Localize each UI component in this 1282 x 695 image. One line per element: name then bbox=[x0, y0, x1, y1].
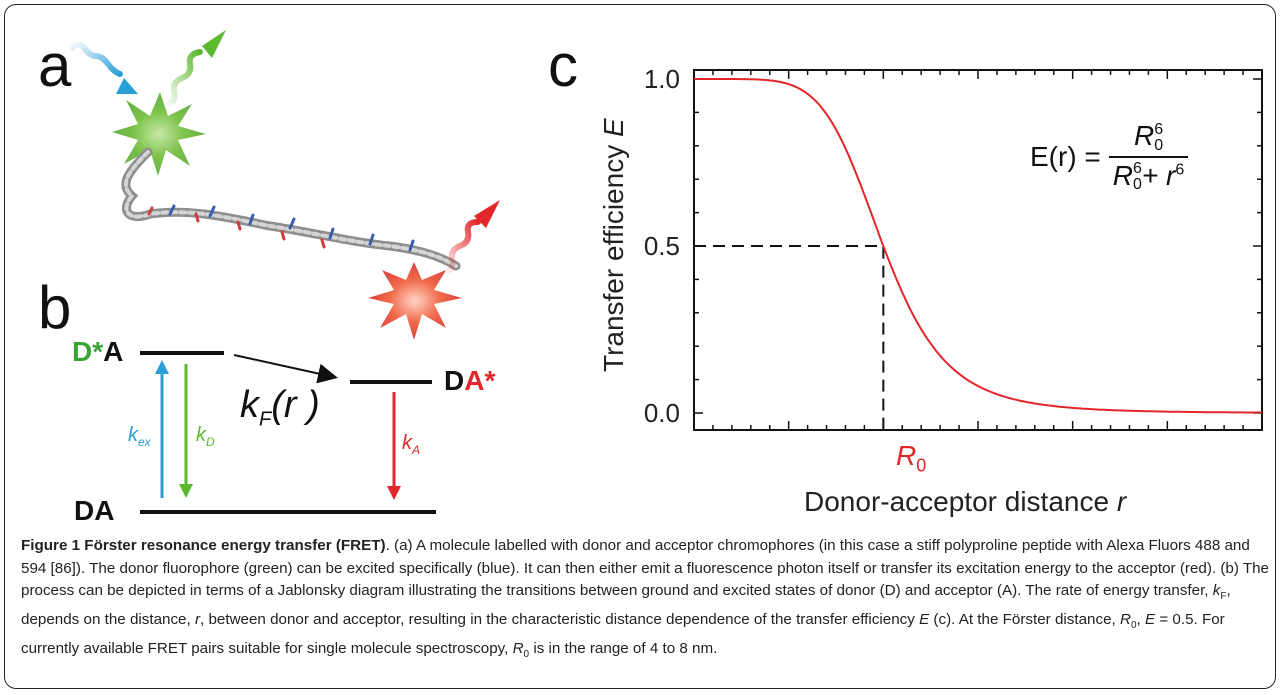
acceptor-fluorophore-icon bbox=[368, 262, 462, 340]
y-axis-title: Transfer efficiency E bbox=[598, 118, 629, 372]
ground-state-label: DA bbox=[74, 495, 115, 526]
panel-label-a: a bbox=[38, 32, 72, 99]
figure-caption: Figure 1 Förster resonance energy transf… bbox=[21, 537, 1270, 660]
donor-fluorophore-icon bbox=[112, 92, 206, 176]
polyproline-peptide-icon bbox=[121, 147, 461, 271]
efficiency-chart: 0.0 0.5 1.0 bbox=[644, 64, 1263, 431]
k-ex-label: kex bbox=[128, 424, 151, 449]
x-axis-title: Donor-acceptor distance r bbox=[804, 486, 1127, 517]
equation-lhs: E(r) = bbox=[1030, 140, 1101, 172]
y-tick-label: 0.5 bbox=[644, 231, 680, 261]
molecule-illustration bbox=[69, 30, 500, 340]
reference-dashed-line bbox=[694, 245, 885, 430]
y-tick-label: 0.0 bbox=[644, 398, 680, 428]
x-tick-r0: R0 bbox=[896, 440, 927, 476]
acceptor-decay-arrow bbox=[387, 392, 401, 500]
k-d-label: kD bbox=[196, 424, 215, 449]
energy-transfer-arrow bbox=[233, 354, 338, 384]
efficiency-curve bbox=[694, 78, 1262, 414]
figure-frame bbox=[4, 4, 1276, 689]
panel-label-c: c bbox=[548, 32, 578, 99]
donor-emission-photon-icon bbox=[165, 30, 226, 107]
k-f-label: kF(r ) bbox=[240, 384, 320, 431]
caption-title: Figure 1 Förster resonance energy transf… bbox=[21, 537, 386, 554]
y-tick-label: 1.0 bbox=[644, 64, 680, 94]
panel-label-b: b bbox=[38, 274, 72, 341]
k-a-label: kA bbox=[402, 432, 421, 457]
donor-decay-arrow bbox=[179, 364, 193, 498]
donor-excited-label: D*A bbox=[72, 336, 124, 367]
acceptor-excited-label: DA* bbox=[444, 365, 496, 396]
excitation-photon-icon bbox=[69, 41, 138, 94]
acceptor-emission-photon-icon bbox=[443, 200, 500, 275]
jablonski-diagram bbox=[140, 351, 436, 514]
excitation-arrow bbox=[155, 360, 169, 498]
